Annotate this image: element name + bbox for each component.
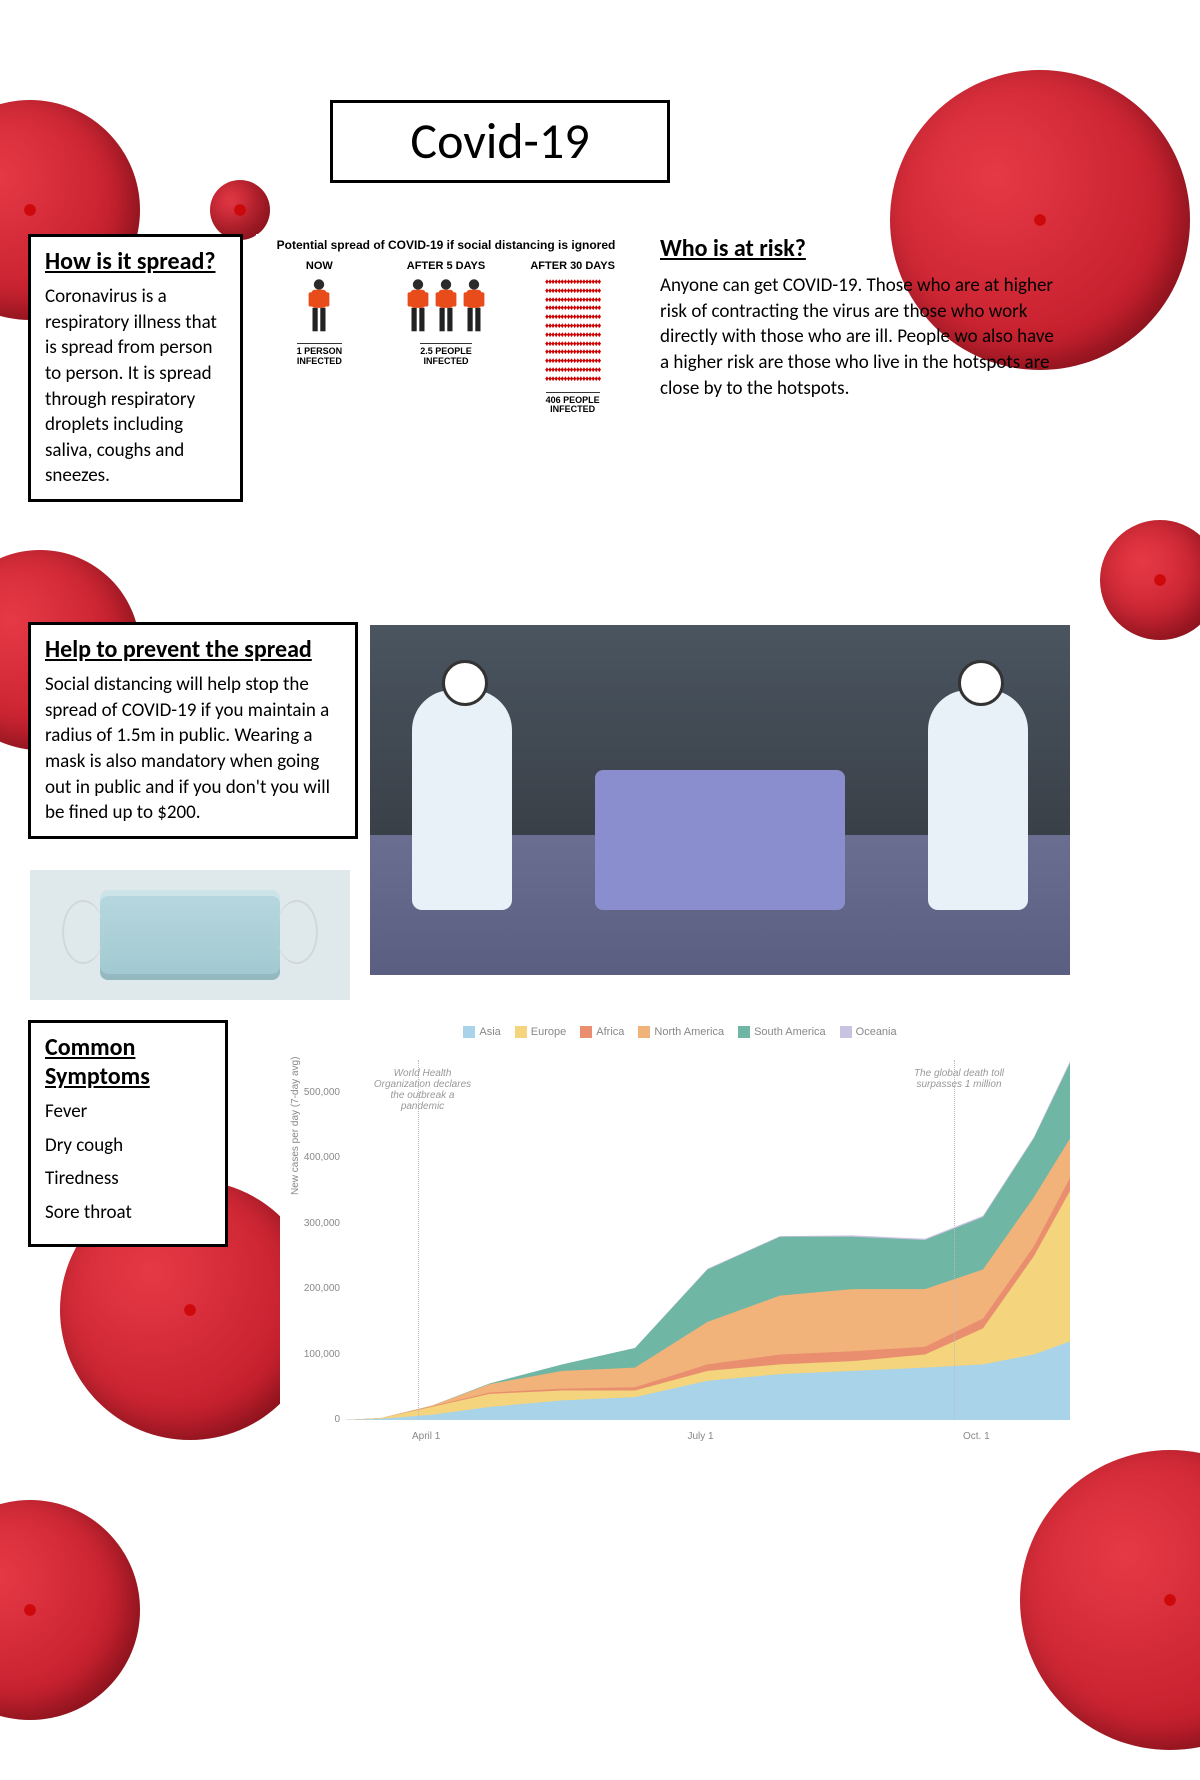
ppe-figure-icon xyxy=(928,690,1028,910)
ppe-figure-icon xyxy=(412,690,512,910)
legend-label: Africa xyxy=(596,1026,624,1038)
spread-infographic: Potential spread of COVID-19 if social d… xyxy=(256,234,636,504)
box-prevent: Help to prevent the spread Social distan… xyxy=(28,622,358,839)
spread-col-footer: 406 PEOPLEINFECTED xyxy=(546,392,600,416)
person-icon xyxy=(433,278,459,335)
virus-icon xyxy=(1020,1450,1200,1750)
spread-infographic-title: Potential spread of COVID-19 if social d… xyxy=(256,234,636,260)
hospital-photo xyxy=(370,625,1070,975)
heading-who-at-risk: Who is at risk? xyxy=(660,234,1060,263)
chart-x-tick: Oct. 1 xyxy=(963,1431,990,1442)
legend-item: South America xyxy=(738,1026,826,1038)
chart-annotation-line xyxy=(954,1060,955,1420)
legend-item: North America xyxy=(638,1026,724,1038)
spread-col-header: AFTER 5 DAYS xyxy=(407,260,485,272)
chart-y-tick: 100,000 xyxy=(300,1349,340,1360)
spread-col-footer: 2.5 PEOPLEINFECTED xyxy=(420,343,472,367)
legend-swatch xyxy=(515,1026,527,1038)
text-how-spread: Coronavirus is a respiratory illness tha… xyxy=(45,284,226,489)
legend-item: Europe xyxy=(515,1026,566,1038)
spread-column: AFTER 30 DAYS ♦♦♦♦♦♦♦♦♦♦♦♦♦♦♦♦♦♦♦♦♦♦♦♦♦♦… xyxy=(510,260,635,415)
legend-label: Oceania xyxy=(856,1026,897,1038)
symptom-item: Tiredness xyxy=(45,1166,211,1192)
legend-label: North America xyxy=(654,1026,724,1038)
symptom-item: Fever xyxy=(45,1099,211,1125)
spread-col-header: NOW xyxy=(306,260,333,272)
mask-photo xyxy=(30,870,350,1000)
chart-legend: Asia Europe Africa North America South Ameri… xyxy=(280,1020,1080,1050)
heading-how-spread: How is it spread? xyxy=(45,247,226,276)
box-symptoms: Common Symptoms Fever Dry cough Tiredness S… xyxy=(28,1020,228,1247)
box-how-spread: How is it spread? Coronavirus is a respi… xyxy=(28,234,243,502)
chart-x-tick: April 1 xyxy=(412,1431,440,1442)
legend-item: Oceania xyxy=(840,1026,897,1038)
chart-y-tick: 500,000 xyxy=(300,1087,340,1098)
spread-column: NOW 1 PERSONINFECTED xyxy=(257,260,382,367)
person-icon xyxy=(306,278,332,335)
legend-swatch xyxy=(840,1026,852,1038)
surgical-mask-icon xyxy=(100,890,280,980)
heading-symptoms: Common Symptoms xyxy=(45,1033,211,1091)
virus-icon xyxy=(0,1500,140,1720)
legend-label: Europe xyxy=(531,1026,566,1038)
chart-y-tick: 400,000 xyxy=(300,1152,340,1163)
cases-area-chart: Asia Europe Africa North America South Ameri… xyxy=(280,1020,1080,1450)
legend-item: Asia xyxy=(463,1026,500,1038)
box-who-at-risk: Who is at risk? Anyone can get COVID-19.… xyxy=(660,234,1060,401)
symptom-item: Sore throat xyxy=(45,1200,211,1226)
chart-x-tick: July 1 xyxy=(688,1431,714,1442)
page-title: Covid-19 xyxy=(330,100,670,183)
symptom-item: Dry cough xyxy=(45,1133,211,1159)
person-icon xyxy=(461,278,487,335)
legend-label: South America xyxy=(754,1026,826,1038)
legend-swatch xyxy=(738,1026,750,1038)
spread-column: AFTER 5 DAYS 2.5 PEOPLEINFECTED xyxy=(383,260,508,367)
virus-icon xyxy=(210,180,270,240)
legend-swatch xyxy=(638,1026,650,1038)
chart-annotation: The global death tollsurpasses 1 million xyxy=(899,1068,1019,1090)
chart-y-tick: 0 xyxy=(300,1414,340,1425)
text-prevent: Social distancing will help stop the spr… xyxy=(45,672,341,826)
chart-annotation-line xyxy=(418,1060,419,1420)
hospital-bed-icon xyxy=(595,770,845,910)
chart-y-axis-label: New cases per day (7-day avg) xyxy=(290,1057,301,1195)
legend-item: Africa xyxy=(580,1026,624,1038)
chart-y-tick: 300,000 xyxy=(300,1218,340,1229)
spread-col-header: AFTER 30 DAYS xyxy=(530,260,615,272)
legend-swatch xyxy=(580,1026,592,1038)
spread-col-footer: 1 PERSONINFECTED xyxy=(297,343,343,367)
chart-plot-area xyxy=(345,1060,1070,1420)
text-who-at-risk: Anyone can get COVID-19. Those who are a… xyxy=(660,273,1060,401)
chart-y-tick: 200,000 xyxy=(300,1283,340,1294)
symptoms-list: Fever Dry cough Tiredness Sore throat xyxy=(45,1099,211,1226)
legend-label: Asia xyxy=(479,1026,500,1038)
many-people-icon: ♦♦♦♦♦♦♦♦♦♦♦♦♦♦♦♦♦♦♦♦♦♦♦♦♦♦♦♦♦♦♦♦♦♦♦♦♦♦♦♦… xyxy=(545,278,600,384)
legend-swatch xyxy=(463,1026,475,1038)
person-icon xyxy=(405,278,431,335)
virus-icon xyxy=(1100,520,1200,640)
chart-annotation: World HealthOrganization declaresthe out… xyxy=(363,1068,483,1112)
heading-prevent: Help to prevent the spread xyxy=(45,635,341,664)
